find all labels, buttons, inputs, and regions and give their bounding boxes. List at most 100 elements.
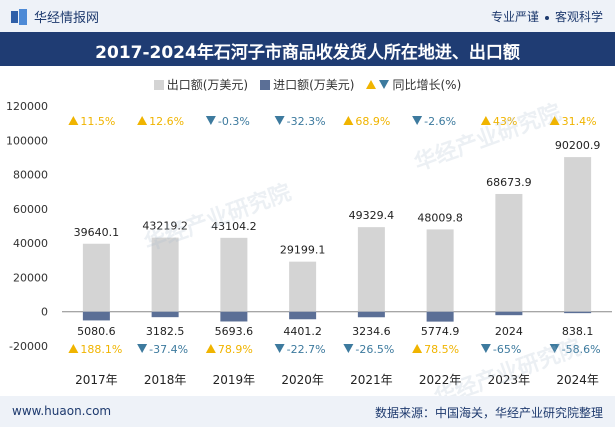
export-value-label: 39640.1	[74, 226, 120, 239]
import-bar	[495, 311, 523, 316]
import-value-label: 3234.6	[352, 325, 391, 338]
chart-title: 2017-2024年石河子市商品收发货人所在地进、出口额	[95, 43, 520, 63]
y-tick-label: 100000	[6, 134, 48, 147]
footer-website: www.huaon.com	[12, 404, 112, 418]
y-tick-label: -20000	[9, 340, 48, 353]
growth-up-icon	[68, 116, 79, 125]
import-bar	[82, 311, 110, 321]
export-growth-label: -32.3%	[287, 115, 326, 128]
triangle-down-icon	[379, 80, 390, 89]
export-value-label: 43219.2	[142, 220, 188, 233]
export-bar	[151, 237, 179, 312]
growth-down-icon	[137, 344, 148, 353]
growth-down-icon	[343, 344, 354, 353]
brand-name: 华经情报网	[34, 11, 100, 26]
tagline: 专业严谨 客观科学	[491, 8, 603, 25]
growth-up-icon	[549, 116, 560, 125]
import-value-label: 5080.6	[77, 325, 116, 338]
import-bar	[426, 311, 454, 322]
growth-up-icon	[480, 116, 491, 125]
y-tick-label: 80000	[13, 169, 48, 182]
y-tick-label: 120000	[6, 100, 48, 113]
export-growth-label: -2.6%	[424, 115, 456, 128]
growth-down-icon	[274, 344, 285, 353]
y-tick-label: 40000	[13, 237, 48, 250]
import-growth-label: -22.7%	[287, 343, 326, 356]
import-bar	[357, 311, 385, 318]
x-tick-label: 2023年	[488, 373, 531, 387]
top-bar: 华经情报网 专业严谨 客观科学	[0, 0, 615, 32]
legend-import: 进口额(万美元)	[260, 76, 354, 93]
import-growth-label: -26.5%	[355, 343, 394, 356]
legend-growth: 同比增长(%)	[366, 76, 461, 93]
export-growth-label: -0.3%	[218, 115, 250, 128]
export-growth-label: 68.9%	[355, 115, 390, 128]
growth-down-icon	[549, 344, 560, 353]
export-value-label: 90200.9	[555, 139, 601, 152]
export-value-label: 49329.4	[349, 209, 395, 222]
import-growth-label: -37.4%	[149, 343, 188, 356]
export-value-label: 43104.2	[211, 220, 257, 233]
export-value-label: 48009.8	[417, 211, 463, 224]
import-bar	[564, 311, 592, 314]
export-bar	[82, 243, 110, 312]
x-tick-label: 2022年	[419, 373, 462, 387]
growth-up-icon	[68, 344, 79, 353]
x-tick-label: 2024年	[556, 373, 599, 387]
tagline-dot-icon	[544, 15, 549, 20]
import-value-label: 5693.6	[215, 325, 254, 338]
legend-growth-label: 同比增长(%)	[392, 78, 462, 92]
export-bar	[357, 227, 385, 312]
import-growth-label: 78.9%	[218, 343, 253, 356]
chart-canvas: 120000 100000 80000 60000 40000 20000 0 -20000 3…	[6, 100, 612, 387]
x-tick-label: 2021年	[350, 373, 393, 387]
import-growth-label: 188.1%	[80, 343, 122, 356]
x-tick-label: 2019年	[213, 373, 256, 387]
import-value-label: 838.1	[562, 325, 594, 338]
tagline-left: 专业严谨	[490, 10, 539, 24]
import-growth-label: 78.5%	[424, 343, 459, 356]
legend: 出口额(万美元) 进口额(万美元) 同比增长(%)	[0, 76, 615, 93]
x-tick-label: 2017年	[75, 373, 118, 387]
growth-up-icon	[412, 344, 423, 353]
growth-down-icon	[480, 344, 491, 353]
legend-export-label: 出口额(万美元)	[166, 78, 249, 92]
export-bar	[289, 261, 317, 312]
export-bar	[564, 157, 592, 312]
x-tick-label: 2020年	[281, 373, 324, 387]
export-bar	[426, 229, 454, 312]
export-bar	[220, 237, 248, 312]
growth-down-icon	[274, 116, 285, 125]
brand: 华经情报网	[10, 7, 99, 26]
growth-up-icon	[343, 116, 354, 125]
import-growth-label: -58.6%	[562, 343, 601, 356]
y-tick-label: 60000	[13, 203, 48, 216]
title-bar: 2017-2024年石河子市商品收发货人所在地进、出口额	[0, 32, 615, 66]
import-value-label: 4401.2	[283, 325, 322, 338]
legend-export-swatch	[153, 79, 164, 90]
legend-export: 出口额(万美元)	[153, 76, 249, 93]
footer-source: 数据来源：中国海关，华经产业研究院整理	[374, 406, 603, 420]
growth-down-icon	[412, 116, 423, 125]
legend-import-swatch	[260, 79, 271, 90]
import-bar	[151, 311, 179, 318]
export-growth-label: 12.6%	[149, 115, 184, 128]
import-value-label: 2024	[495, 325, 523, 338]
triangle-up-icon	[366, 80, 377, 89]
growth-down-icon	[205, 116, 216, 125]
footer: www.huaon.com 数据来源：中国海关，华经产业研究院整理	[0, 396, 615, 427]
tagline-right: 客观科学	[554, 10, 603, 24]
export-growth-label: 11.5%	[80, 115, 115, 128]
export-value-label: 68673.9	[486, 176, 532, 189]
brand-logo-icon	[11, 8, 27, 25]
export-bar	[495, 193, 523, 312]
legend-import-label: 进口额(万美元)	[273, 78, 355, 92]
export-growth-label: 43%	[493, 115, 517, 128]
import-growth-label: -65%	[493, 343, 521, 356]
export-value-label: 29199.1	[280, 244, 326, 257]
import-value-label: 5774.9	[421, 325, 460, 338]
import-value-label: 3182.5	[146, 325, 185, 338]
y-tick-label: 20000	[13, 271, 48, 284]
import-bar	[220, 311, 248, 322]
